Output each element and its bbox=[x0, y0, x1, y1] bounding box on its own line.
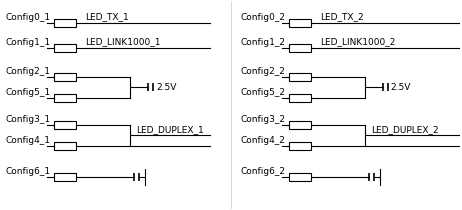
Text: Config0_2: Config0_2 bbox=[240, 13, 285, 22]
Bar bbox=[289, 44, 311, 52]
Text: LED_DUPLEX_2: LED_DUPLEX_2 bbox=[371, 125, 439, 134]
Text: Config1_2: Config1_2 bbox=[240, 38, 285, 47]
Text: LED_TX_1: LED_TX_1 bbox=[85, 13, 129, 22]
Bar bbox=[289, 73, 311, 81]
Bar bbox=[289, 121, 311, 129]
Text: Config0_1: Config0_1 bbox=[5, 13, 50, 22]
Text: Config3_2: Config3_2 bbox=[240, 115, 285, 124]
Text: LED_DUPLEX_1: LED_DUPLEX_1 bbox=[137, 125, 204, 134]
Bar bbox=[289, 19, 311, 26]
Text: Config6_1: Config6_1 bbox=[5, 167, 50, 176]
Bar bbox=[54, 44, 76, 52]
Text: LED_LINK1000_2: LED_LINK1000_2 bbox=[320, 38, 396, 47]
Bar bbox=[54, 121, 76, 129]
Text: Config5_1: Config5_1 bbox=[5, 88, 50, 97]
Bar bbox=[54, 173, 76, 181]
Bar bbox=[54, 73, 76, 81]
Text: Config2_2: Config2_2 bbox=[240, 67, 285, 76]
Text: Config6_2: Config6_2 bbox=[240, 167, 285, 176]
Text: 2.5V: 2.5V bbox=[156, 83, 176, 92]
Bar bbox=[289, 142, 311, 150]
Text: Config4_1: Config4_1 bbox=[5, 136, 50, 145]
Text: Config1_1: Config1_1 bbox=[5, 38, 50, 47]
Text: LED_LINK1000_1: LED_LINK1000_1 bbox=[85, 38, 161, 47]
Text: Config5_2: Config5_2 bbox=[240, 88, 285, 97]
Bar bbox=[289, 94, 311, 102]
Text: Config3_1: Config3_1 bbox=[5, 115, 50, 124]
Bar bbox=[54, 19, 76, 26]
Bar bbox=[54, 142, 76, 150]
Bar bbox=[54, 94, 76, 102]
Text: Config4_2: Config4_2 bbox=[240, 136, 285, 145]
Text: Config2_1: Config2_1 bbox=[5, 67, 50, 76]
Text: 2.5V: 2.5V bbox=[391, 83, 411, 92]
Text: LED_TX_2: LED_TX_2 bbox=[320, 13, 364, 22]
Bar bbox=[289, 173, 311, 181]
